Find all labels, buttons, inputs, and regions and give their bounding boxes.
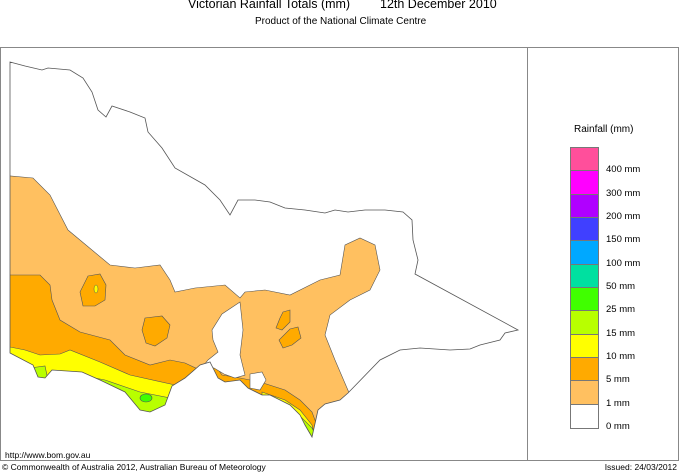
rainfall-contours	[10, 174, 381, 437]
copyright-text: © Commonwealth of Australia 2012, Austra…	[2, 462, 266, 472]
legend-label: 50 mm	[606, 280, 636, 292]
subtitle-text: Product of the National Climate Centre	[255, 16, 427, 27]
title-text: Victorian Rainfall Totals (mm)	[188, 0, 351, 11]
legend-label: 150 mm	[606, 234, 641, 246]
legend-swatch	[571, 287, 598, 312]
legend-swatch	[571, 381, 598, 405]
legend-label: 300 mm	[606, 187, 641, 199]
legend-label: 1 mm	[606, 397, 630, 409]
legend-title: Rainfall (mm)	[574, 124, 634, 135]
legend-swatch	[571, 171, 598, 195]
zone-10mm-island	[93, 284, 99, 294]
zone-5mm-island	[278, 326, 302, 349]
legend-swatch	[571, 404, 598, 428]
legend-divider	[527, 47, 528, 461]
legend-label: 10 mm	[606, 350, 636, 362]
zone-5mm-island	[141, 315, 171, 347]
zone-5mm-island	[275, 309, 291, 331]
legend-swatch	[571, 264, 598, 288]
legend-label: 0 mm	[606, 420, 630, 432]
legend-swatch	[571, 357, 598, 382]
legend-label: 400 mm	[606, 164, 641, 176]
legend-color-bar	[570, 147, 599, 429]
zone-5mm-island	[79, 273, 107, 307]
legend-swatch	[571, 194, 598, 218]
legend-label: 200 mm	[606, 210, 641, 222]
legend-swatch	[571, 241, 598, 265]
website-url[interactable]: http://www.bom.gov.au	[5, 450, 91, 460]
issued-date: Issued: 24/03/2012	[604, 462, 677, 472]
legend-swatch	[571, 148, 598, 172]
western-port-bay	[249, 371, 267, 391]
legend-swatch	[571, 217, 598, 242]
legend-label: 5 mm	[606, 374, 630, 386]
legend-swatch	[571, 334, 598, 358]
legend-swatch	[571, 311, 598, 335]
zone-25mm	[139, 393, 153, 403]
map-frame	[0, 47, 679, 461]
legend-label: 25 mm	[606, 304, 636, 316]
date-text: 12th December 2010	[380, 0, 497, 11]
legend-label: 100 mm	[606, 257, 641, 269]
legend-label: 15 mm	[606, 327, 636, 339]
